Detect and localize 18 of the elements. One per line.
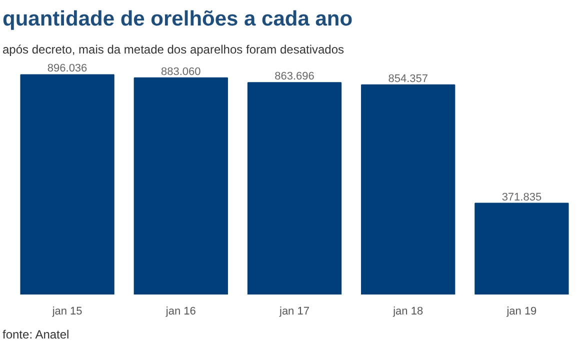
bar [361,84,456,294]
x-tick-label: jan 19 [506,306,537,318]
bar [247,82,342,294]
data-label: 896.036 [47,62,88,75]
x-tick-label: jan 18 [392,306,424,318]
bar [134,77,228,294]
data-label: 371.835 [502,191,542,204]
data-label: 883.060 [161,66,201,78]
bar [474,202,569,294]
data-label: 863.696 [274,70,314,83]
x-tick-label: jan 17 [278,306,310,318]
x-tick-label: jan 15 [51,306,82,318]
chart-subtitle: após decreto, mais da metade dos aparelhos foram desativados [2,42,344,56]
source-note: fonte: Anatel [2,328,70,342]
chart-title: quantidade de orelhões a cada ano [2,8,353,30]
data-label: 854.357 [388,72,428,85]
bar [20,74,114,294]
x-tick-label: jan 16 [164,306,196,318]
